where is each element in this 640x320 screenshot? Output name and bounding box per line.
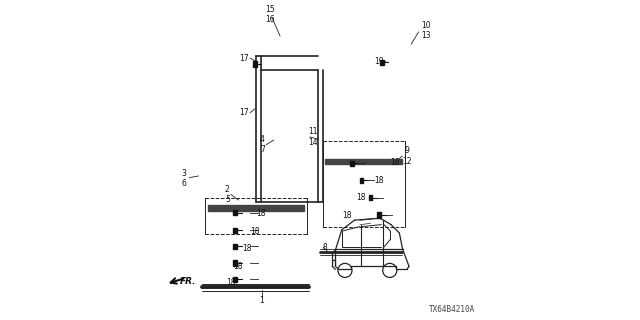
Bar xyxy=(234,244,237,249)
Text: 10
13: 10 13 xyxy=(421,21,431,40)
Text: 18: 18 xyxy=(256,209,266,218)
Text: 18: 18 xyxy=(390,158,399,167)
Bar xyxy=(380,60,383,65)
Bar xyxy=(360,178,364,183)
Bar xyxy=(234,260,237,266)
Text: 2
5: 2 5 xyxy=(225,185,230,204)
Text: 8: 8 xyxy=(323,243,327,252)
Text: 17: 17 xyxy=(239,54,249,63)
Text: 18: 18 xyxy=(342,211,351,220)
Text: 18: 18 xyxy=(251,227,260,236)
Polygon shape xyxy=(208,205,304,211)
Bar xyxy=(350,161,354,166)
Text: 19: 19 xyxy=(374,57,384,66)
Text: 18: 18 xyxy=(233,262,243,271)
Bar xyxy=(234,210,237,215)
Text: 18: 18 xyxy=(227,278,236,287)
Bar xyxy=(253,61,257,67)
Text: 15
16: 15 16 xyxy=(265,5,275,24)
Bar xyxy=(234,277,237,282)
Text: 3
6: 3 6 xyxy=(181,169,186,188)
Text: TX64B4210A: TX64B4210A xyxy=(429,305,475,314)
Text: 1: 1 xyxy=(259,296,264,305)
Text: 18: 18 xyxy=(374,176,383,185)
Text: 17: 17 xyxy=(239,108,249,117)
Bar xyxy=(369,195,372,200)
Text: 18: 18 xyxy=(243,244,252,253)
Polygon shape xyxy=(325,159,402,164)
Bar xyxy=(378,212,381,218)
Text: 4
7: 4 7 xyxy=(260,135,265,154)
Text: FR.: FR. xyxy=(180,277,196,286)
Text: 18: 18 xyxy=(356,193,365,202)
Text: 11
14: 11 14 xyxy=(308,127,317,147)
Bar xyxy=(234,228,237,233)
Text: 9
12: 9 12 xyxy=(403,147,412,166)
